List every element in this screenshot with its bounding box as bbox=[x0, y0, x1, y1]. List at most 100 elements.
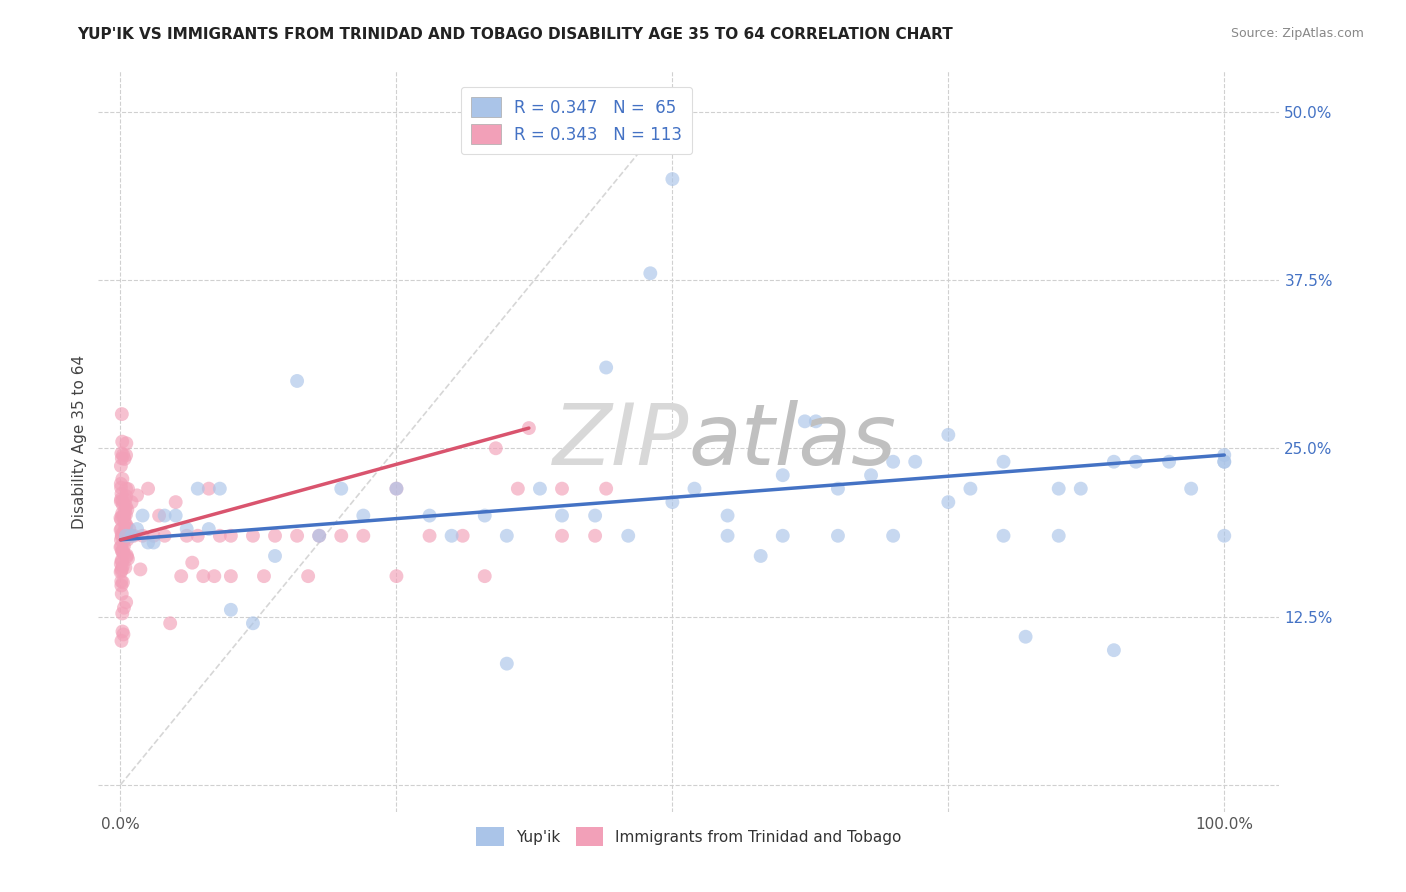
Point bbox=[1213, 529, 1236, 543]
Point bbox=[219, 569, 242, 583]
Point bbox=[142, 529, 165, 543]
Text: Source: ZipAtlas.com: Source: ZipAtlas.com bbox=[1230, 27, 1364, 40]
Point bbox=[112, 627, 135, 641]
Point bbox=[176, 529, 198, 543]
Point bbox=[115, 517, 138, 532]
Point bbox=[793, 414, 815, 428]
Point bbox=[110, 511, 132, 525]
Point bbox=[993, 529, 1015, 543]
Point bbox=[285, 374, 308, 388]
Point bbox=[111, 509, 134, 524]
Point bbox=[551, 508, 574, 523]
Point bbox=[111, 587, 134, 601]
Point bbox=[860, 468, 883, 483]
Point bbox=[114, 560, 136, 574]
Point bbox=[308, 529, 330, 543]
Point bbox=[419, 508, 441, 523]
Point bbox=[110, 486, 132, 500]
Point bbox=[640, 266, 662, 280]
Point bbox=[1070, 482, 1092, 496]
Point bbox=[114, 524, 136, 538]
Point bbox=[111, 562, 134, 576]
Point bbox=[131, 508, 153, 523]
Point bbox=[111, 527, 134, 541]
Point bbox=[474, 569, 496, 583]
Point bbox=[111, 472, 134, 486]
Point bbox=[111, 607, 134, 621]
Point bbox=[330, 529, 353, 543]
Point bbox=[114, 520, 136, 534]
Point bbox=[110, 492, 132, 507]
Point bbox=[772, 529, 794, 543]
Point bbox=[110, 522, 132, 536]
Point bbox=[115, 549, 138, 564]
Point bbox=[882, 529, 904, 543]
Point bbox=[617, 529, 640, 543]
Point bbox=[827, 482, 849, 496]
Point bbox=[111, 575, 134, 590]
Point bbox=[110, 564, 132, 578]
Point bbox=[117, 502, 139, 516]
Point bbox=[187, 482, 209, 496]
Point bbox=[110, 539, 132, 553]
Point bbox=[517, 421, 540, 435]
Point bbox=[1102, 643, 1125, 657]
Point bbox=[121, 529, 143, 543]
Point bbox=[142, 535, 165, 549]
Point bbox=[110, 633, 132, 648]
Point bbox=[451, 529, 474, 543]
Point bbox=[112, 448, 135, 462]
Point bbox=[115, 529, 138, 543]
Point bbox=[474, 508, 496, 523]
Point bbox=[111, 529, 134, 543]
Point bbox=[440, 529, 463, 543]
Point bbox=[219, 529, 242, 543]
Point bbox=[1125, 455, 1147, 469]
Point bbox=[959, 482, 981, 496]
Point bbox=[495, 529, 517, 543]
Point bbox=[1213, 455, 1236, 469]
Point bbox=[804, 414, 827, 428]
Point bbox=[115, 489, 138, 503]
Point bbox=[253, 569, 276, 583]
Point bbox=[131, 529, 153, 543]
Point bbox=[110, 458, 132, 473]
Point bbox=[114, 492, 136, 507]
Point bbox=[1213, 448, 1236, 462]
Point bbox=[114, 532, 136, 546]
Point bbox=[110, 553, 132, 567]
Point bbox=[114, 514, 136, 528]
Point bbox=[772, 468, 794, 483]
Point bbox=[110, 446, 132, 460]
Point bbox=[115, 595, 138, 609]
Point bbox=[111, 507, 134, 521]
Point bbox=[285, 529, 308, 543]
Point bbox=[112, 547, 135, 561]
Point bbox=[583, 529, 606, 543]
Legend: Yup'ik, Immigrants from Trinidad and Tobago: Yup'ik, Immigrants from Trinidad and Tob… bbox=[470, 822, 908, 852]
Point bbox=[385, 482, 408, 496]
Point bbox=[583, 508, 606, 523]
Point bbox=[125, 522, 148, 536]
Point bbox=[208, 482, 231, 496]
Point bbox=[1157, 455, 1180, 469]
Point bbox=[121, 495, 143, 509]
Point bbox=[385, 482, 408, 496]
Point bbox=[114, 502, 136, 516]
Point bbox=[529, 482, 551, 496]
Point bbox=[111, 559, 134, 574]
Point bbox=[683, 482, 706, 496]
Point bbox=[595, 482, 617, 496]
Text: ZIP: ZIP bbox=[553, 400, 689, 483]
Point bbox=[187, 529, 209, 543]
Point bbox=[112, 508, 135, 523]
Point bbox=[193, 569, 215, 583]
Point bbox=[153, 529, 176, 543]
Point bbox=[352, 529, 374, 543]
Y-axis label: Disability Age 35 to 64: Disability Age 35 to 64 bbox=[72, 354, 87, 529]
Point bbox=[112, 539, 135, 553]
Point bbox=[904, 455, 927, 469]
Point bbox=[170, 569, 193, 583]
Point bbox=[111, 451, 134, 466]
Point bbox=[308, 529, 330, 543]
